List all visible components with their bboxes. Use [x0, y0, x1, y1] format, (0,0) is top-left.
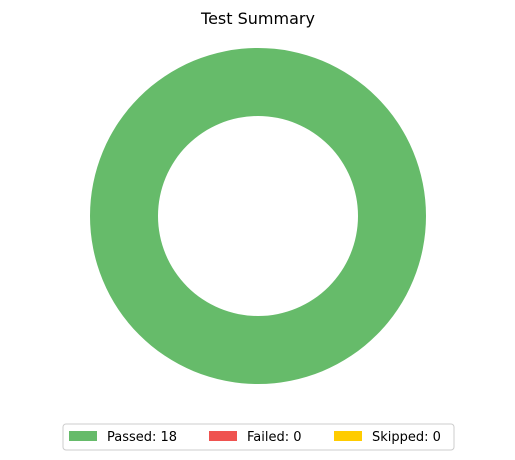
legend-items: Passed: 18 Failed: 0 Skipped: 0: [69, 430, 441, 445]
donut-slices: [90, 48, 426, 384]
legend-label-failed: Failed: 0: [247, 430, 302, 445]
legend-label-passed: Passed: 18: [107, 430, 177, 445]
legend: Passed: 18 Failed: 0 Skipped: 0: [62, 423, 455, 451]
slice-passed: [90, 48, 426, 384]
legend-label-skipped: Skipped: 0: [372, 430, 441, 445]
chart-title: Test Summary: [200, 9, 315, 28]
legend-frame: [62, 423, 455, 451]
legend-swatch-skipped: [334, 431, 362, 441]
legend-swatch-passed: [69, 431, 97, 441]
legend-swatch-failed: [209, 431, 237, 441]
